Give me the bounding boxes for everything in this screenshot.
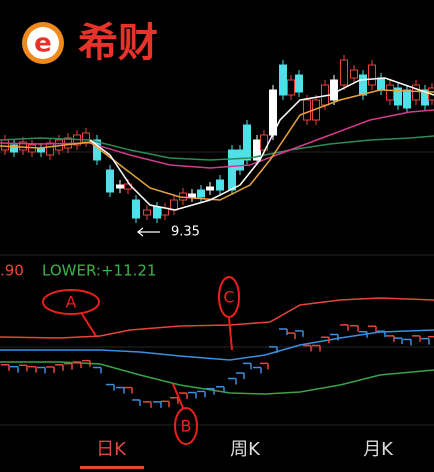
logo: e 希财 <box>22 20 158 66</box>
middle-band <box>0 329 434 361</box>
tab[interactable]: 日K <box>96 439 127 460</box>
logo-name: 希财 <box>78 20 158 66</box>
annotation-label: A <box>66 293 77 312</box>
logo-inner <box>27 27 59 59</box>
candle-body <box>403 89 411 109</box>
candle-body <box>106 169 114 193</box>
ma-line <box>0 135 434 161</box>
tab[interactable]: 月K <box>363 439 394 460</box>
candle-body <box>350 69 358 79</box>
candle-body <box>28 144 36 153</box>
lower-band <box>0 361 434 395</box>
annotation-ellipse <box>174 407 198 445</box>
candle-body <box>143 209 151 216</box>
candle-body <box>295 74 303 93</box>
moving-averages <box>0 77 434 211</box>
candle-body <box>228 149 236 191</box>
grid <box>0 151 434 426</box>
low-label: 9.35 <box>171 225 200 240</box>
candle-body <box>116 184 124 189</box>
candles <box>1 55 434 223</box>
annotation-label: C <box>223 288 234 307</box>
annotation-arrow <box>228 317 233 351</box>
candle-body <box>197 189 205 198</box>
candle-body <box>377 77 385 91</box>
candle-body <box>188 193 196 198</box>
price-steps <box>1 324 434 408</box>
candle-body <box>359 74 367 96</box>
candle-body <box>303 99 311 121</box>
ma-line <box>89 77 434 211</box>
candle-body <box>287 79 295 96</box>
annotation-label: B <box>181 417 192 436</box>
candle-body <box>279 64 287 96</box>
candle-body <box>46 142 54 156</box>
candle-body <box>153 206 161 219</box>
candle-body <box>10 144 18 153</box>
candle-body <box>1 139 9 151</box>
candle-body <box>206 186 214 191</box>
annotation-ellipse <box>218 276 240 318</box>
annotation-arrow <box>172 383 184 409</box>
candle-body <box>394 87 402 106</box>
candle-body <box>243 124 251 161</box>
indicator-lower: LOWER:+11.21 <box>42 262 156 280</box>
annotation-marks <box>42 276 240 445</box>
candle-body <box>260 134 268 151</box>
annotation-ellipse <box>42 289 100 315</box>
candle-body <box>19 141 27 151</box>
candle-body <box>236 149 244 171</box>
candle-body <box>368 64 376 86</box>
indicator-prefix: .90 <box>0 262 24 280</box>
candle-body <box>216 179 224 191</box>
annotation-arrow <box>81 313 97 337</box>
candle-body <box>386 84 394 101</box>
logo-mark: e <box>34 29 52 59</box>
tab-underline <box>80 466 144 469</box>
candle-body <box>170 199 178 211</box>
tab[interactable]: 周K <box>230 439 261 460</box>
candle-body <box>340 59 348 86</box>
low-arrow-head <box>137 227 144 237</box>
ma-line <box>0 89 434 201</box>
candle-body <box>412 84 420 101</box>
candle-body <box>330 79 338 101</box>
candle-body <box>132 199 140 219</box>
